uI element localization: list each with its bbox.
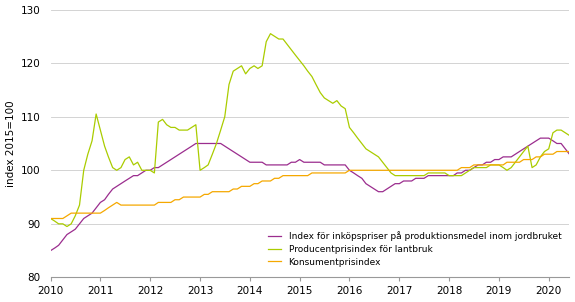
Line: Producentprisindex för lantbruk: Producentprisindex för lantbruk bbox=[51, 34, 575, 226]
Y-axis label: index 2015=100: index 2015=100 bbox=[6, 100, 16, 187]
Line: Konsumentprisindex: Konsumentprisindex bbox=[51, 152, 575, 218]
Line: Index för inköpspriser på produktionsmedel inom jordbruket: Index för inköpspriser på produktionsmed… bbox=[51, 138, 575, 251]
Legend: Index för inköpspriser på produktionsmedel inom jordbruket, Producentprisindex f: Index för inköpspriser på produktionsmed… bbox=[264, 228, 565, 270]
